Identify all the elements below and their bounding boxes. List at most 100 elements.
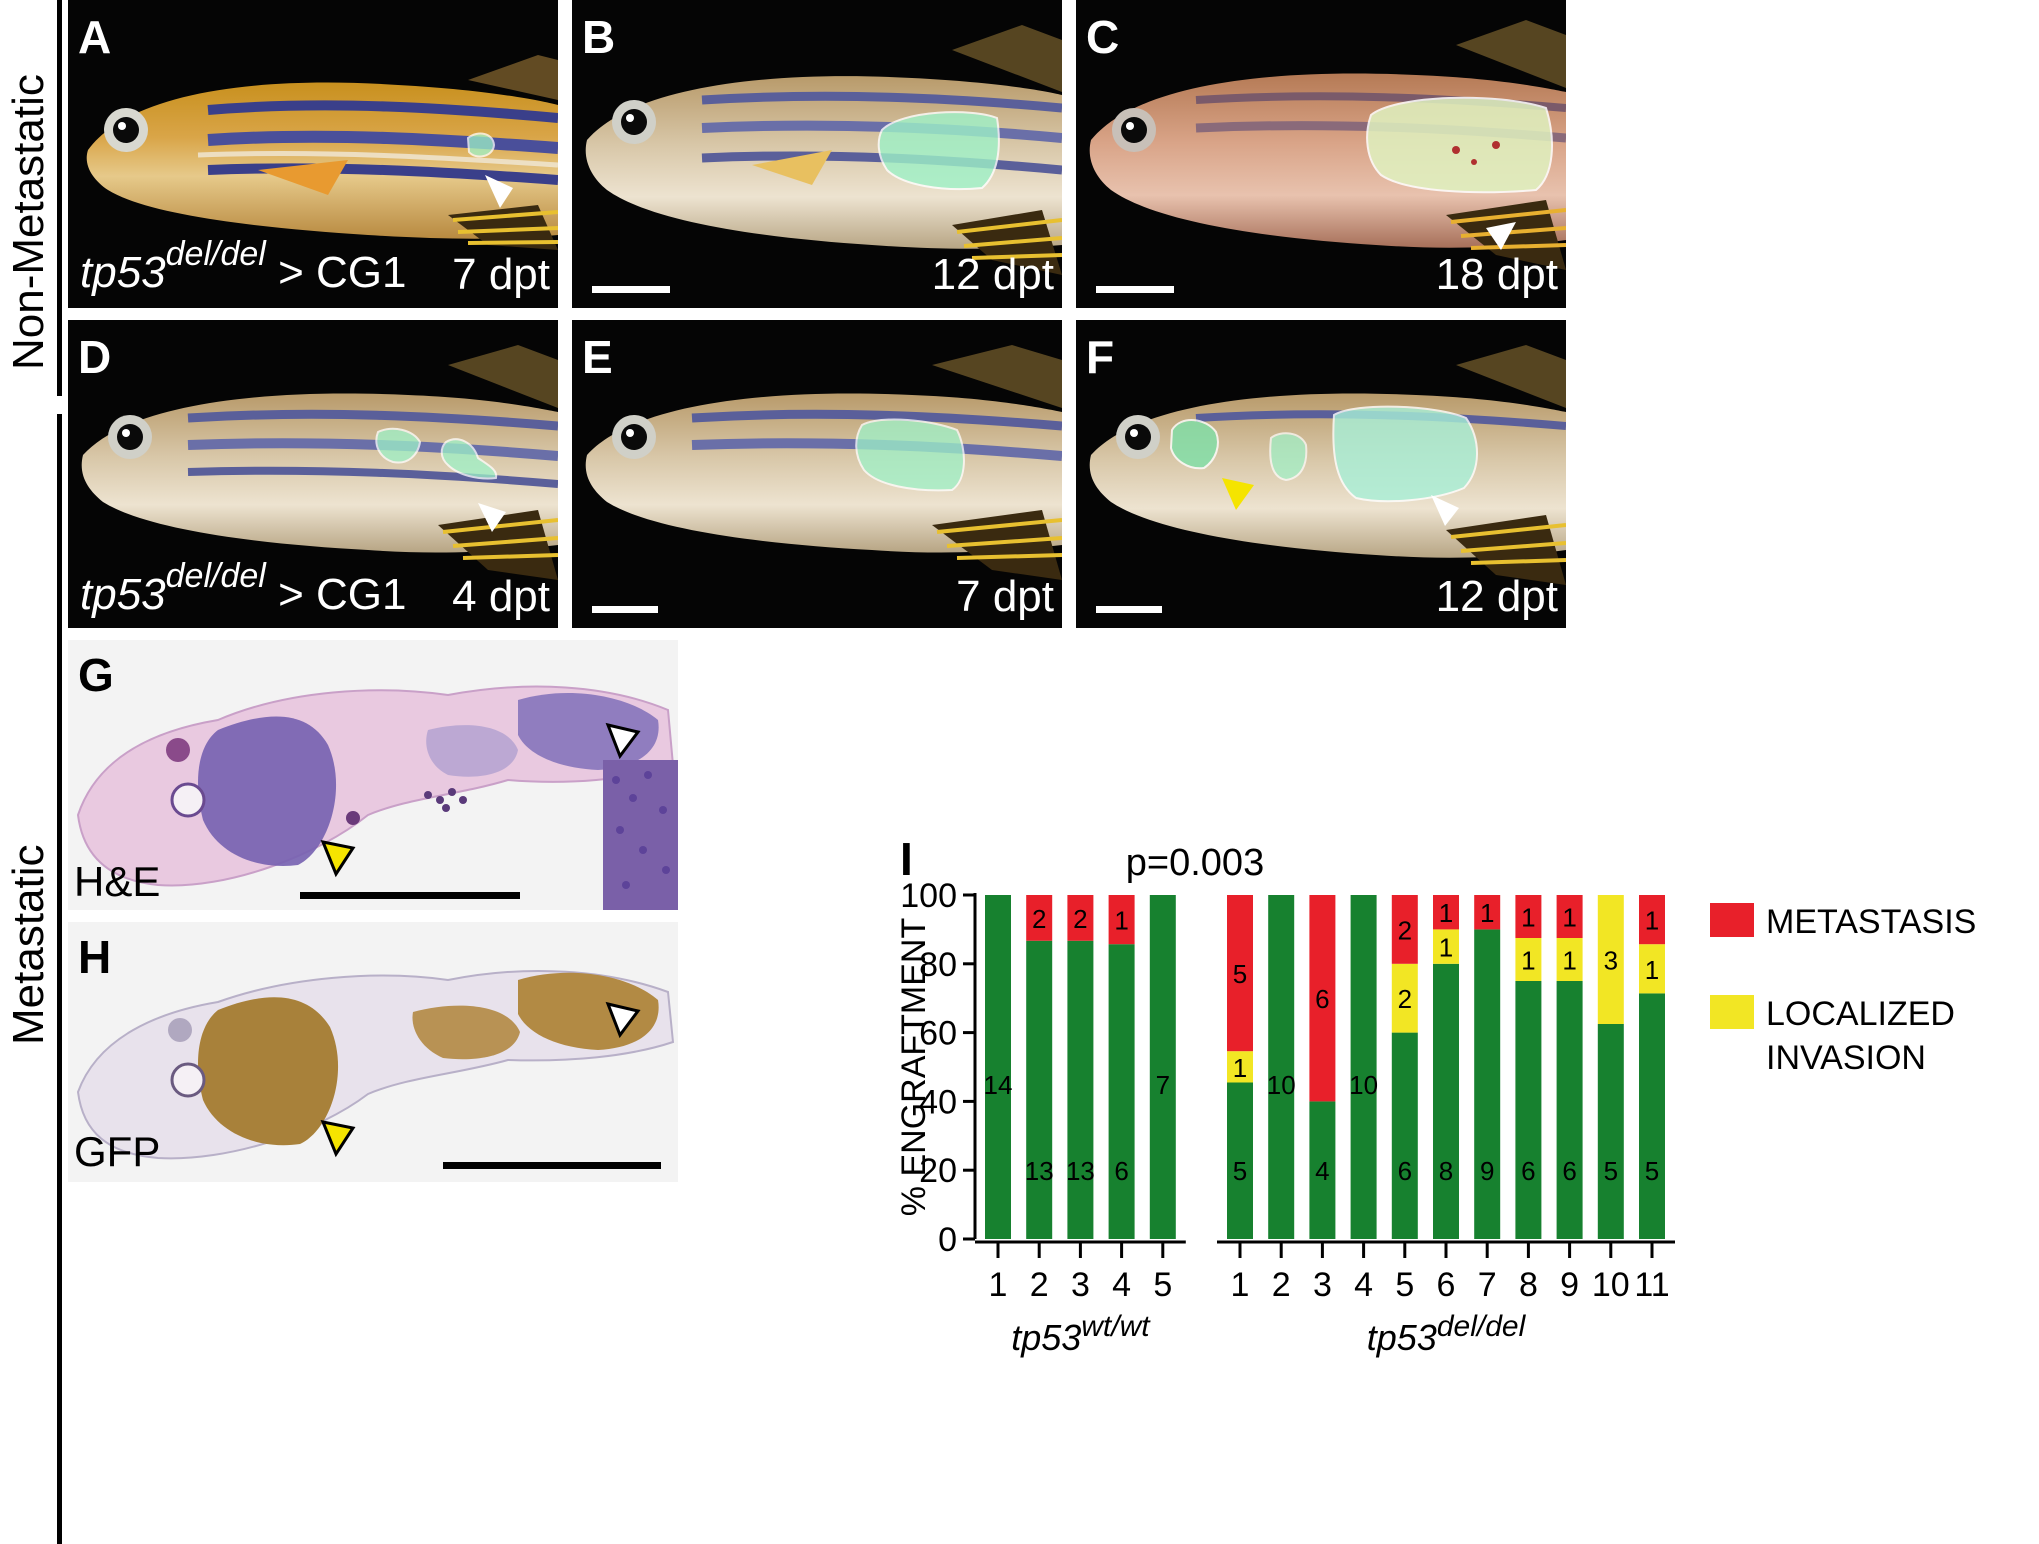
bar-count-engraftment: 10 xyxy=(1349,1070,1378,1100)
genotype-suffix-a: > CG1 xyxy=(265,248,407,297)
bar-count-metastasis: 1 xyxy=(1480,898,1494,928)
bar-localized xyxy=(1227,1051,1253,1083)
bar-count-localized: 2 xyxy=(1398,984,1412,1014)
bar-engraftment xyxy=(1067,940,1094,1239)
legend-swatch xyxy=(1710,995,1754,1029)
fish-image-c xyxy=(1089,20,1566,270)
legend-label-line2: INVASION xyxy=(1766,1039,1926,1077)
x-tick-label: 6 xyxy=(1437,1266,1456,1304)
row-bar-non-metastatic xyxy=(57,0,62,396)
bar-localized xyxy=(1556,938,1583,981)
bar-metastasis xyxy=(1067,895,1094,941)
panel-label-i: I xyxy=(900,835,913,885)
scale-bar-e xyxy=(592,606,658,613)
bar-count-metastasis: 5 xyxy=(1233,959,1247,989)
bar-count-metastasis: 6 xyxy=(1315,984,1329,1014)
panel-e: E 7 dpt xyxy=(572,320,1062,628)
scale-bar-b xyxy=(592,286,670,293)
fish-image-e xyxy=(585,345,1062,580)
panel-g: G H&E xyxy=(68,640,678,910)
row-label-metastatic: Metastatic xyxy=(4,844,53,1045)
bar-engraftment xyxy=(1108,944,1135,1239)
bar-count-engraftment: 10 xyxy=(1267,1070,1296,1100)
x-tick-label: 1 xyxy=(1231,1266,1250,1304)
bar-count-engraftment: 6 xyxy=(1521,1156,1535,1186)
x-tick-label: 9 xyxy=(1560,1266,1579,1304)
fish-image-d xyxy=(81,345,558,580)
panel-label-e: E xyxy=(582,331,613,383)
bar-count-localized: 1 xyxy=(1645,955,1659,985)
bar-metastasis xyxy=(1515,895,1542,938)
x-tick-label: 2 xyxy=(1272,1266,1291,1304)
bar-count-engraftment: 5 xyxy=(1604,1156,1618,1186)
bar-count-metastasis: 2 xyxy=(1032,904,1046,934)
bar-metastasis xyxy=(1026,895,1053,941)
bar-count-metastasis: 2 xyxy=(1073,904,1087,934)
bar-localized xyxy=(1391,963,1418,1033)
x-tick-label: 2 xyxy=(1030,1266,1049,1304)
bar-count-engraftment: 8 xyxy=(1439,1156,1453,1186)
histology-image-h xyxy=(76,969,675,1160)
x-tick-label: 1 xyxy=(989,1266,1008,1304)
histology-image-g xyxy=(76,685,678,910)
bar-engraftment xyxy=(1268,895,1295,1239)
panel-h: H GFP xyxy=(68,922,678,1182)
bar-count-metastasis: 1 xyxy=(1562,903,1576,933)
group-label-base: tp53 xyxy=(1011,1317,1081,1358)
panel-a: A tp53del/del > CG1 7 dpt xyxy=(68,0,558,308)
bar-metastasis xyxy=(1556,895,1583,938)
x-tick-label: 8 xyxy=(1519,1266,1538,1304)
bar-metastasis xyxy=(1227,895,1253,1052)
bar-localized xyxy=(1639,944,1665,994)
bar-localized xyxy=(1433,929,1459,964)
bar-metastasis xyxy=(1108,895,1135,945)
panel-label-d: D xyxy=(78,331,112,383)
x-tick-label: 5 xyxy=(1153,1266,1172,1304)
bar-count-metastasis: 1 xyxy=(1521,903,1535,933)
bar-count-localized: 3 xyxy=(1604,946,1618,976)
bar-metastasis xyxy=(1639,895,1665,945)
bar-count-engraftment: 6 xyxy=(1398,1156,1412,1186)
time-label-d: 4 dpt xyxy=(452,572,550,621)
panel-label-h: H xyxy=(78,931,112,983)
bar-engraftment xyxy=(1515,981,1542,1239)
group-label: tp53wt/wt xyxy=(1011,1310,1151,1358)
y-tick-label: 100 xyxy=(900,877,957,915)
bar-count-localized: 1 xyxy=(1562,946,1576,976)
genotype-sup-d: del/del xyxy=(165,557,266,596)
time-label-f: 12 dpt xyxy=(1435,572,1558,621)
x-tick-label: 4 xyxy=(1112,1266,1131,1304)
genotype-label-d: tp53del/del > CG1 xyxy=(80,559,406,620)
bar-engraftment xyxy=(985,895,1011,1239)
group-label: tp53del/del xyxy=(1367,1310,1527,1358)
scale-bar-c xyxy=(1096,286,1174,293)
panel-label-b: B xyxy=(582,11,616,63)
bar-engraftment xyxy=(1350,895,1377,1239)
bar-engraftment xyxy=(1391,1032,1418,1239)
bar-engraftment xyxy=(1026,940,1053,1239)
bar-count-localized: 1 xyxy=(1233,1053,1247,1083)
bar-count-engraftment: 13 xyxy=(1066,1156,1095,1186)
genotype-sup-a: del/del xyxy=(165,235,266,274)
genotype-base-a: tp53 xyxy=(80,248,166,297)
time-label-c: 18 dpt xyxy=(1435,250,1558,299)
bar-engraftment xyxy=(1227,1082,1253,1239)
x-tick-label: 5 xyxy=(1395,1266,1414,1304)
bar-engraftment xyxy=(1309,1101,1336,1239)
x-tick-label: 11 xyxy=(1634,1266,1669,1304)
x-tick-label: 10 xyxy=(1592,1266,1630,1304)
y-tick-label: 20 xyxy=(919,1152,957,1190)
bar-localized xyxy=(1597,895,1624,1024)
panel-label-a: A xyxy=(78,11,112,63)
bar-count-metastasis: 2 xyxy=(1398,915,1412,945)
bar-count-engraftment: 5 xyxy=(1645,1156,1659,1186)
group-label-base: tp53 xyxy=(1367,1317,1437,1358)
bar-count-engraftment: 7 xyxy=(1156,1070,1170,1100)
bar-count-engraftment: 9 xyxy=(1480,1156,1494,1186)
legend-label: METASTASIS xyxy=(1766,903,1976,941)
legend-swatch xyxy=(1710,903,1754,937)
panel-c: C 18 dpt xyxy=(1076,0,1566,308)
row-bar-metastatic xyxy=(57,414,62,1544)
